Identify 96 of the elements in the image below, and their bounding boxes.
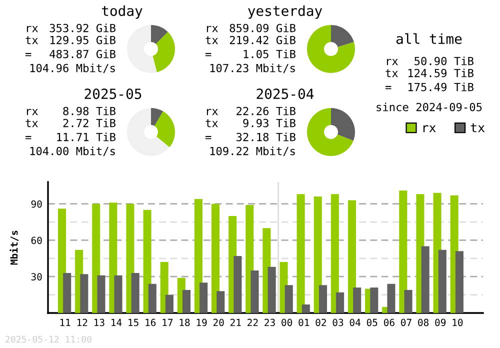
donut-slice <box>331 25 354 47</box>
bar <box>370 288 378 313</box>
donut-slice <box>331 108 355 141</box>
x-tick-label: 12 <box>77 318 88 326</box>
bar <box>148 284 156 313</box>
legend-label: tx <box>470 123 485 132</box>
x-tick-label: 23 <box>264 318 275 326</box>
chart-title: 2025-04 <box>256 88 314 100</box>
bar <box>404 290 412 313</box>
x-tick-label: 18 <box>180 318 190 326</box>
bar <box>399 190 408 313</box>
bar <box>250 270 259 313</box>
x-tick-label: 11 <box>60 318 70 326</box>
bar <box>63 272 72 313</box>
bar <box>348 200 356 313</box>
text: tx 124.59 TiB <box>386 68 474 78</box>
donut-slice <box>152 32 175 72</box>
bar <box>421 246 430 313</box>
bar <box>234 256 242 313</box>
bar <box>302 304 310 313</box>
x-tick-label: 22 <box>248 318 258 326</box>
donut-slice <box>154 111 175 148</box>
y-tick-label: 60 <box>31 236 42 244</box>
x-tick-label: 06 <box>384 318 394 326</box>
x-tick-label: 21 <box>230 318 241 326</box>
bar <box>114 275 122 313</box>
y-tick-label: 90 <box>31 200 42 208</box>
text: = 32.18 TiB <box>205 132 296 142</box>
text: rx 353.92 GiB <box>26 24 116 32</box>
bar <box>268 266 276 313</box>
x-tick-label: 05 <box>366 318 378 326</box>
text: = 11.71 TiB <box>25 132 116 142</box>
bar <box>455 251 464 313</box>
text: since 2024-09-05 <box>376 102 482 112</box>
x-tick-label: 10 <box>452 318 463 326</box>
bar <box>296 194 305 313</box>
x-tick-label: 07 <box>401 318 412 326</box>
x-tick-label: 00 <box>282 318 292 326</box>
bar <box>131 272 140 313</box>
x-tick-label: 13 <box>94 318 104 326</box>
bar <box>216 291 225 313</box>
bar <box>80 274 88 313</box>
bar <box>330 194 339 313</box>
bar <box>200 282 208 313</box>
bar <box>165 294 174 313</box>
chart-title: yesterday <box>248 5 322 19</box>
bar <box>387 284 396 313</box>
bar <box>194 198 202 313</box>
bar <box>336 292 344 313</box>
donut-slice <box>307 25 355 73</box>
text: 104.00 Mbit/s <box>30 146 115 156</box>
donut-slice <box>127 25 157 73</box>
text: rx 22.26 TiB <box>206 106 296 116</box>
text: tx 219.42 GiB <box>206 36 296 44</box>
legend-label: rx <box>423 125 436 132</box>
x-tick-label: 04 <box>350 318 360 326</box>
x-tick-label: 17 <box>162 318 173 326</box>
x-tick-label: 14 <box>112 318 122 326</box>
bar <box>318 285 327 313</box>
chart-title: today <box>102 5 142 19</box>
text: rx 50.90 TiB <box>386 56 474 66</box>
text: 107.23 Mbit/s <box>210 64 295 74</box>
text: tx 9.93 TiB <box>206 118 296 128</box>
x-tick-label: 19 <box>196 318 207 326</box>
bar <box>438 250 446 313</box>
text: = 1.05 TiB <box>205 50 296 58</box>
donut-slice <box>151 108 164 126</box>
text: 109.22 Mbit/s <box>210 146 295 156</box>
x-tick-label: 02 <box>316 318 326 326</box>
x-tick-label: 01 <box>298 318 310 326</box>
chart-title: 2025-05 <box>84 88 142 100</box>
bar <box>353 288 362 313</box>
donut-slice <box>151 25 168 44</box>
bar <box>314 196 322 313</box>
y-axis-title: Mbit/s <box>10 230 19 265</box>
bar <box>212 204 220 313</box>
donut-slice <box>127 108 170 156</box>
text: rx 859.09 GiB <box>206 24 296 32</box>
text: = 175.49 TiB <box>385 82 474 92</box>
bar <box>97 275 106 313</box>
text: tx 2.72 TiB <box>26 118 116 128</box>
x-tick-label: 03 <box>332 318 344 326</box>
x-tick-label: 09 <box>435 318 446 326</box>
x-tick-label: 16 <box>146 318 156 326</box>
text: all time <box>396 33 462 44</box>
x-tick-label: 08 <box>418 318 429 326</box>
x-tick-label: 20 <box>213 318 224 326</box>
text: = 483.87 GiB <box>25 50 116 58</box>
text: tx 129.95 GiB <box>26 36 116 44</box>
donut-slice <box>307 108 354 156</box>
text: 104.96 Mbit/s <box>30 64 115 74</box>
bar <box>284 285 293 313</box>
y-tick-label: 30 <box>31 273 42 280</box>
x-tick-label: 15 <box>128 318 138 326</box>
bar <box>182 290 191 313</box>
text: rx 8.98 TiB <box>26 106 116 116</box>
